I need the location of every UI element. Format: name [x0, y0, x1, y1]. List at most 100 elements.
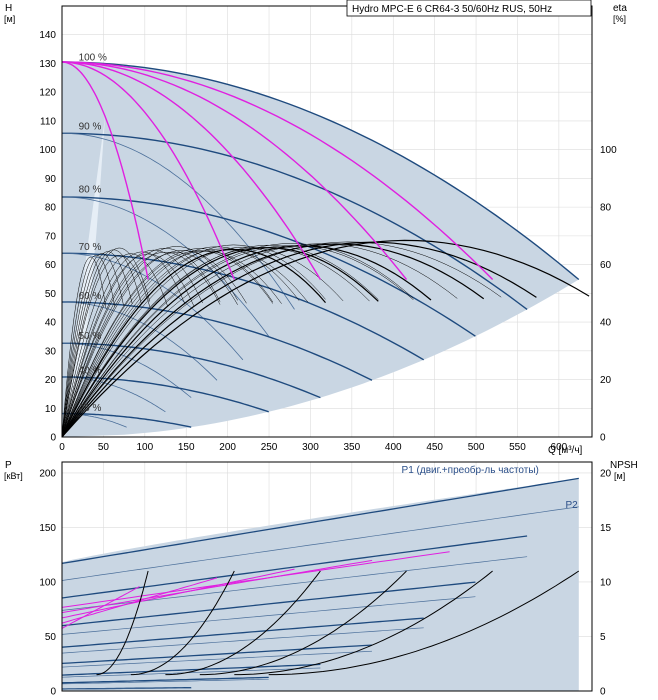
npsh-axis-unit: [м] [614, 471, 625, 481]
qh-panel: 0 50 100 150 200 250 300 350 400 450 500 550 6000102… [4, 0, 627, 456]
title-box [346, 0, 592, 17]
npsh-tick-label: 0 [600, 687, 606, 698]
efficiency-curve [61, 253, 124, 438]
y-tick-label: 30 [45, 346, 57, 357]
eta-tick-label: 0 [600, 433, 606, 444]
p-tick-label: 150 [39, 523, 56, 534]
eta-tick-label: 40 [600, 318, 612, 329]
pump-count-curve [61, 61, 494, 280]
y-tick-label: 90 [45, 174, 57, 185]
y-right-label: eta [613, 3, 627, 14]
pump-count-curve [61, 61, 321, 280]
npsh-axis-label: NPSH [610, 460, 638, 471]
efficiency-curve [61, 255, 151, 438]
pump-count-power-curve [61, 551, 450, 608]
qh-frame [61, 5, 593, 438]
y-tick-label: 100 [39, 145, 56, 156]
efficiency-curve [61, 243, 414, 438]
efficiency-curve [61, 248, 221, 438]
chart-title: Hydro MPC-E 6 CR64-3 50/60Hz RUS, 50Hz [352, 4, 552, 15]
efficiency-curve [61, 248, 309, 438]
efficiency-curve [61, 243, 485, 438]
p2-curve [61, 678, 269, 685]
efficiency-curve [61, 241, 537, 438]
efficiency-curve [61, 252, 238, 438]
y-tick-label: 80 [45, 203, 57, 214]
x-tick-label: 500 [468, 442, 485, 453]
npsh-curve [96, 570, 149, 676]
speed-label: 90 % [79, 121, 102, 132]
speed-labels: 100 % 90 % 80 % 70 % 60 % 50 % 40 % 25 % [79, 52, 107, 414]
y-tick-label: 0 [50, 433, 56, 444]
p-axis-unit: [кВт] [4, 471, 23, 481]
x-tick-label: 100 [136, 442, 153, 453]
npsh-curve [268, 570, 580, 676]
speed-label: 40 % [79, 366, 102, 377]
y-tick-label: 120 [39, 88, 56, 99]
qh-curve [62, 342, 321, 399]
npsh-tick-label: 5 [600, 632, 606, 643]
speed-label: 80 % [79, 185, 102, 196]
npsh-curve [165, 570, 321, 676]
p-tick-label: 100 [39, 577, 56, 588]
npsh-tick-label: 10 [600, 577, 612, 588]
power-series-label: P1 (двиг.+преобр-ль частоты) [402, 464, 539, 476]
efficiency-curves [61, 239, 590, 438]
p-tick-label: 200 [39, 468, 56, 479]
speed-label: 100 % [79, 52, 107, 63]
eta-tick-label: 20 [600, 375, 612, 386]
speed-label: 25 % [79, 403, 102, 414]
p1-curve [61, 644, 373, 665]
eta-tick-label: 100 [600, 145, 617, 156]
y-left-label: H [5, 3, 12, 14]
efficiency-curve [61, 245, 432, 438]
speed-label: 60 % [79, 291, 102, 302]
y-tick-label: 140 [39, 30, 56, 41]
efficiency-curve [61, 247, 379, 438]
p-tick-label: 50 [45, 632, 57, 643]
y-tick-label: 70 [45, 231, 57, 242]
efficiency-curve [61, 251, 221, 438]
p2-curve [61, 650, 373, 668]
npsh-curve [199, 570, 407, 676]
y-tick-label: 20 [45, 375, 57, 386]
x-tick-label: 450 [426, 442, 443, 453]
qh-curve [61, 61, 580, 281]
y-right-unit: [%] [613, 14, 626, 24]
x-tick-label: 600 [551, 442, 568, 453]
qh-envelope [62, 62, 579, 437]
qh-curve [62, 376, 166, 413]
efficiency-curve [61, 247, 151, 438]
efficiency-curve [61, 256, 107, 438]
power-frame [61, 461, 593, 692]
power-envelope [62, 478, 579, 691]
y-tick-label: 130 [39, 59, 56, 70]
efficiency-curve [61, 246, 300, 438]
pump-count-power-curve [61, 559, 373, 614]
power-panel: 0 50 100 150 200 0 5 10 15 20 P [кВт] NPSH [м] P1… [4, 460, 638, 698]
p2-curve [61, 667, 321, 678]
p2-curve [61, 506, 579, 581]
efficiency-curve [61, 253, 168, 438]
p1-curve [61, 581, 476, 627]
power-curves [61, 477, 579, 690]
x-tick-label: 400 [385, 442, 402, 453]
qh-axis-ticks: 0 50 100 150 200 250 300 350 400 450 500 550 6000102… [39, 30, 617, 453]
qh-curve [61, 196, 270, 337]
p1-curve [61, 663, 321, 676]
single-pump-curves [61, 61, 494, 280]
pump-count-power-curve [61, 577, 218, 624]
npsh-curve [130, 570, 235, 676]
power-series-label: P2 [566, 500, 579, 511]
x-tick-label: 150 [178, 442, 195, 453]
p1-curve [61, 477, 579, 565]
operating-envelope [62, 62, 579, 437]
efficiency-curve [61, 253, 195, 438]
speed-label: 50 % [79, 331, 102, 342]
x-tick-label: 200 [219, 442, 236, 453]
eta-tick-label: 80 [600, 203, 612, 214]
x-tick-label: 250 [261, 442, 278, 453]
pump-count-power-curve [61, 586, 140, 629]
npsh-tick-label: 20 [600, 468, 612, 479]
